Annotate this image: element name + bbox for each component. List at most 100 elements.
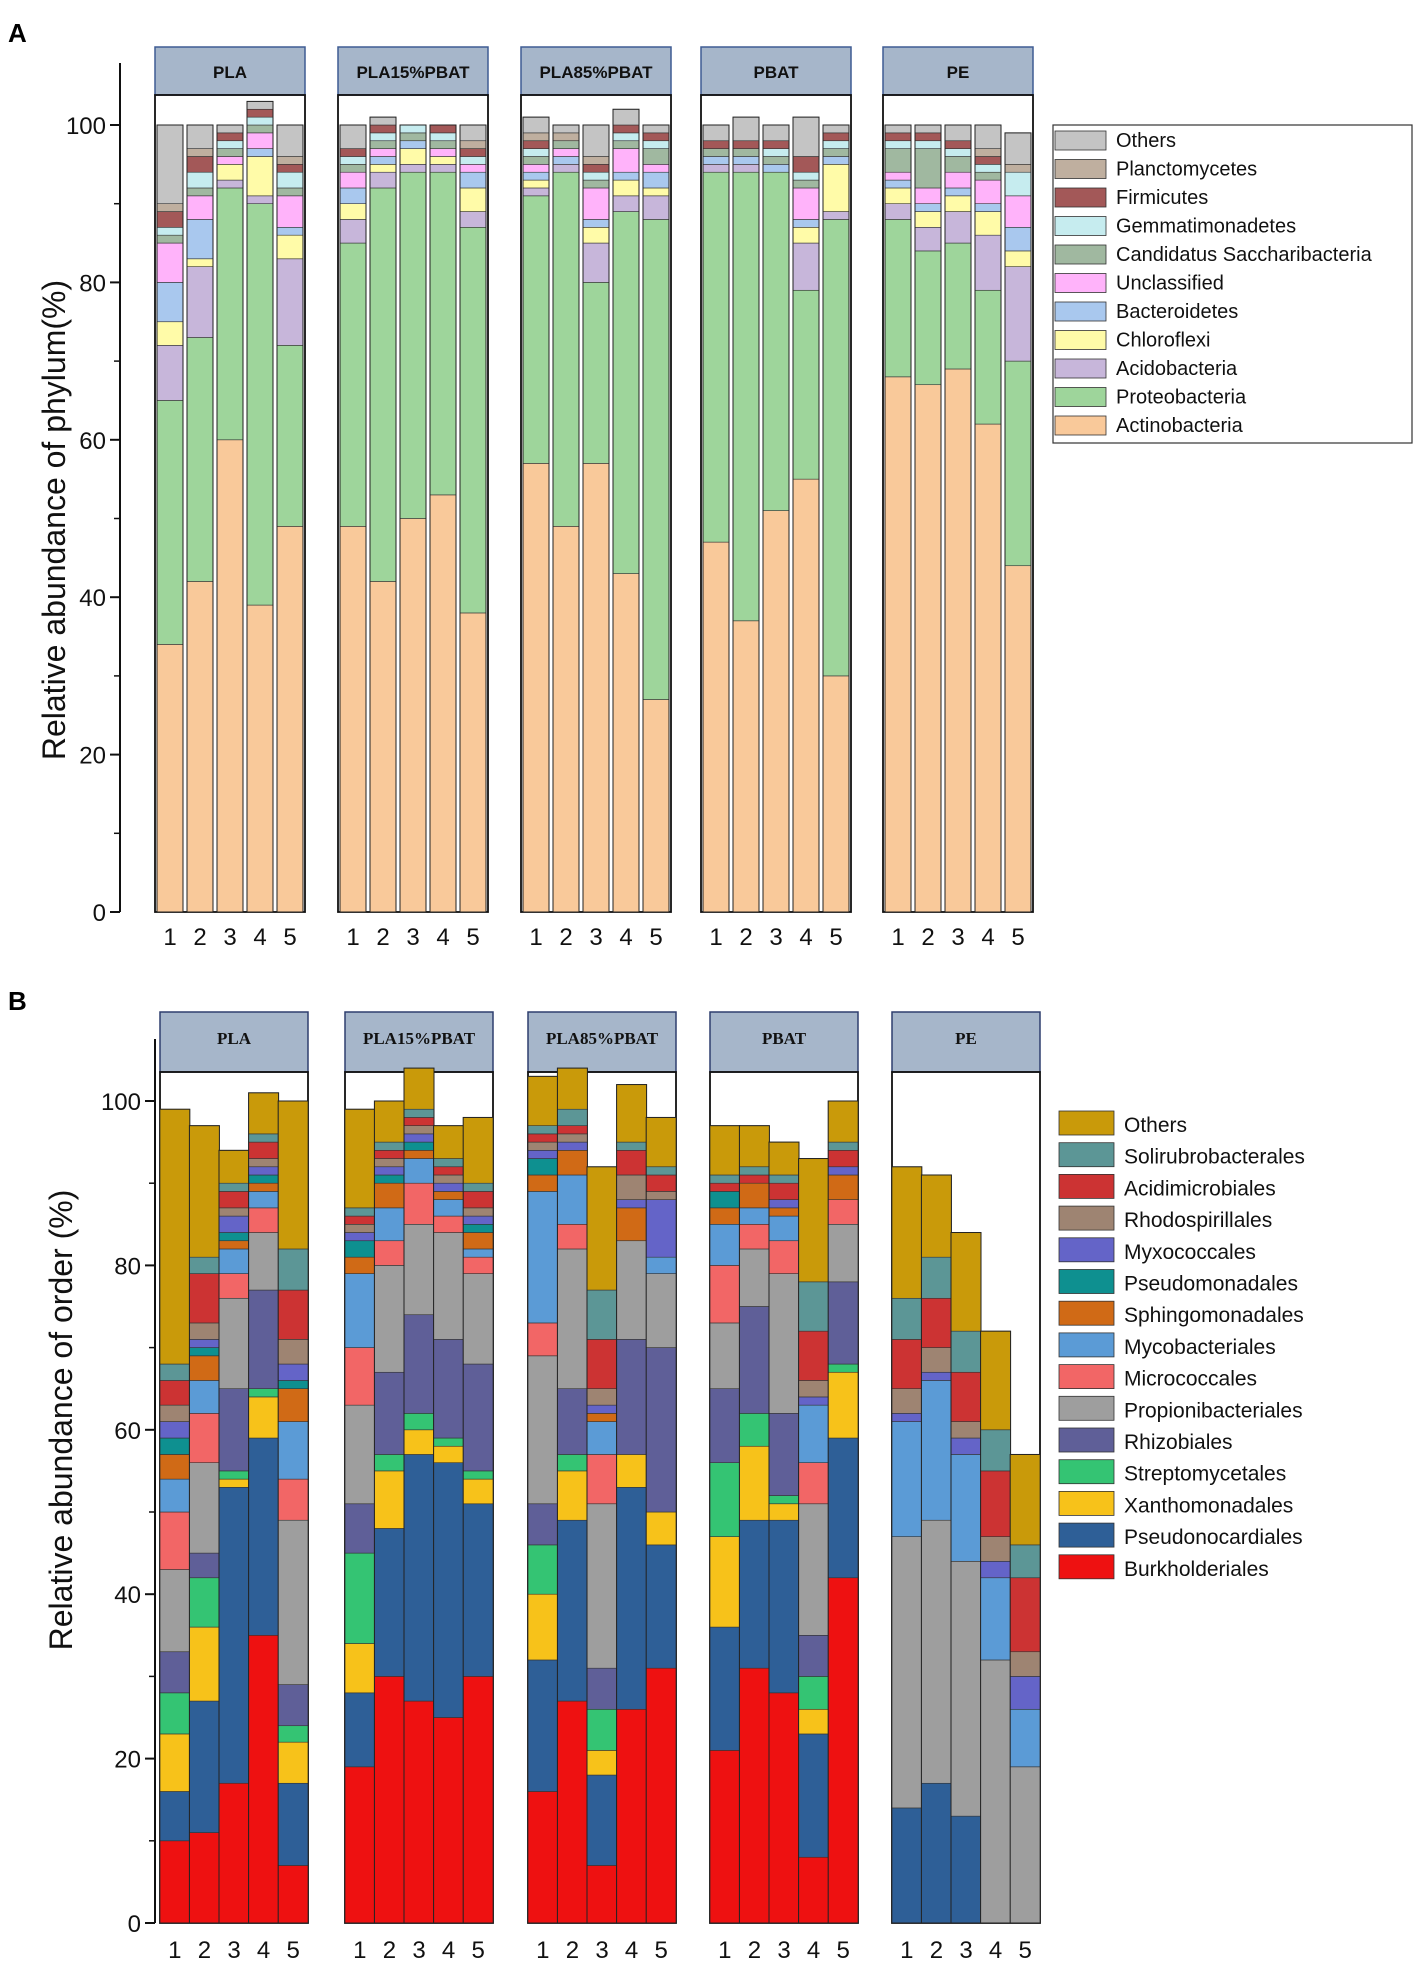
panel-a-bar-segment-actinobacteria	[246, 604, 274, 913]
panel-b-bar-segment-pseudonocardiales	[827, 1437, 859, 1579]
panel-a-x-tick-label: 2	[921, 924, 934, 951]
panel-a-group-pe: PE 1 2 3 4 5	[882, 46, 1034, 951]
panel-b-bar-segment-others	[277, 1100, 309, 1250]
panel-a-bar-segment-candidatus-saccharibacteria	[944, 156, 972, 173]
panel-b-bar-segment-solirubrobacterales	[374, 1141, 405, 1151]
panel-b-bar-segment-micrococcales	[709, 1265, 741, 1324]
panel-b-bar-segment-others	[218, 1150, 250, 1184]
panel-b-bar-segment-rhizobiales	[616, 1339, 647, 1455]
panel-b-bar-segment-propionibacteriales	[739, 1248, 770, 1307]
panel-a-bar-segment-proteobacteria	[1004, 360, 1032, 567]
panel-b-legend-label-myxococcales: Myxococcales	[1124, 1241, 1256, 1264]
panel-a-legend-swatch-proteobacteria	[1054, 387, 1107, 407]
panel-b-bar-segment-sphingomonadales	[218, 1240, 250, 1250]
panel-b-bar-segment-others	[891, 1166, 923, 1299]
order-chart: 0 20 40 60 80 100 Relative abundance of order …	[43, 1011, 1305, 1964]
panel-a-bar-segment-actinobacteria	[186, 581, 214, 913]
panel-b-bar-segment-xanthomonadales	[277, 1741, 309, 1784]
panel-a-bar-outline	[582, 124, 610, 913]
panel-b-x-tick-label: 5	[1019, 1937, 1032, 1964]
panel-a-bar-segment-bacteroidetes	[732, 156, 760, 165]
panel-b-bar-segment-rhodospirillales	[433, 1174, 464, 1184]
panel-b-bar-segment-streptomycetales	[277, 1725, 309, 1743]
panel-b-bar-segment-acidimicrobiales	[433, 1166, 464, 1176]
panel-a-x-tick-label: 2	[376, 924, 389, 951]
panel-b-bar-segment-myxococcales	[950, 1437, 982, 1455]
panel-a-bar-segment-planctomycetes	[186, 148, 214, 157]
panel-b-bar-segment-pseudomonadales	[159, 1437, 191, 1455]
panel-b-bar-segment-burkholderiales	[798, 1856, 829, 1924]
panel-b-bar-segment-pseudomonadales	[189, 1347, 220, 1357]
panel-b-bar-segment-burkholderiales	[189, 1832, 220, 1924]
panel-a-bar-segment-unclassified	[974, 179, 1002, 204]
panel-a-bar-outline	[552, 124, 580, 913]
panel-a-bar-segment-others	[339, 124, 367, 149]
panel-a-legend-swatch-acidobacteria	[1054, 358, 1107, 379]
panel-b-bar-segment-acidimicrobiales	[950, 1371, 982, 1422]
panel-b-legend-label-micrococcales: Micrococcales	[1124, 1368, 1257, 1391]
panel-b-bar-segment-burkholderiales	[403, 1700, 435, 1924]
panel-a-bar-segment-firmicutes	[156, 211, 184, 228]
panel-b-bar-segment-mycobacteriales	[218, 1248, 250, 1274]
panel-a-bar-segment-gemmatimonadetes	[944, 148, 972, 157]
panel-a-bar-segment-chloroflexi	[792, 227, 820, 244]
panel-b-legend-swatch-rhizobiales	[1058, 1427, 1115, 1453]
panel-a-bar-segment-unclassified	[792, 187, 820, 220]
panel-b-bar-segment-myxococcales	[645, 1199, 677, 1258]
panel-a-bar-segment-bacteroidetes	[276, 227, 304, 236]
panel-b-bar-segment-myxococcales	[980, 1561, 1011, 1579]
panel-a-bar-segment-gemmatimonadetes	[792, 171, 820, 181]
panel-b-bar-segment-micrococcales	[798, 1462, 829, 1505]
panel-b-x-tick-label: 3	[777, 1937, 790, 1964]
panel-a-bar-segment-candidatus-saccharibacteria	[732, 148, 760, 157]
panel-b-bar-segment-propionibacteriales	[557, 1248, 588, 1389]
panel-b-group-header-label: PLA85%PBAT	[546, 1029, 659, 1048]
panel-b-y-tick-label: 0	[128, 1911, 141, 1938]
panel-b-bar-segment-solirubrobacterales	[462, 1182, 494, 1192]
panel-b-bar-segment-rhodospirillales	[374, 1158, 405, 1168]
panel-b-bar-segment-streptomycetales	[768, 1495, 800, 1505]
panel-a-bar-segment-acidobacteria	[216, 179, 244, 189]
panel-b-legend-swatch-myxococcales	[1058, 1237, 1115, 1263]
panel-b-bar-segment-solirubrobacterales	[827, 1141, 859, 1151]
panel-b-x-tick-label: 1	[536, 1937, 549, 1964]
panel-a-bar-segment-gemmatimonadetes	[884, 140, 912, 149]
panel-b-bar-segment-pseudonocardiales	[218, 1487, 250, 1784]
panel-b-bar-segment-propionibacteriales	[891, 1536, 923, 1809]
panel-b-bar-segment-solirubrobacterales	[527, 1125, 559, 1135]
panel-b-bar-segment-pseudomonadales	[248, 1174, 279, 1184]
panel-a-bar-segment-gemmatimonadetes	[822, 140, 850, 149]
panel-a-bar-segment-others	[974, 124, 1002, 149]
panel-a-bar-outline	[944, 124, 972, 913]
panel-b-bar-segment-micrococcales	[827, 1199, 859, 1225]
panel-b-bar-segment-streptomycetales	[739, 1413, 770, 1447]
panel-a-bar-segment-unclassified	[522, 164, 550, 173]
panel-b-bar-segment-myxococcales	[403, 1133, 435, 1143]
panel-a-bar-segment-acidobacteria	[974, 234, 1002, 291]
panel-b-bar-segment-streptomycetales	[344, 1552, 376, 1644]
panel-b-bar-segment-pseudonocardiales	[277, 1782, 309, 1866]
panel-a-bar-segment-firmicutes	[792, 156, 820, 173]
panel-b-bar-segment-mycobacteriales	[189, 1380, 220, 1414]
panel-b-bar-segment-xanthomonadales	[374, 1470, 405, 1529]
panel-b-bar-segment-acidimicrobiales	[891, 1339, 923, 1390]
panel-b-bar-segment-mycobacteriales	[374, 1207, 405, 1242]
panel-a-bar-segment-others	[459, 124, 487, 142]
panel-a-bar-segment-chloroflexi	[339, 203, 367, 220]
panel-a-bar-segment-acidobacteria	[156, 345, 184, 401]
panel-b-bar-segment-rhizobiales	[403, 1314, 435, 1414]
panel-b-bar-segment-micrococcales	[248, 1207, 279, 1233]
panel-a-bar-segment-chloroflexi	[522, 179, 550, 189]
panel-b-bar-segment-myxococcales	[344, 1232, 376, 1242]
panel-b-bar-segment-burkholderiales	[344, 1766, 376, 1924]
panel-a-bar-segment-bacteroidetes	[642, 171, 670, 189]
panel-a-bar-segment-firmicutes	[702, 140, 730, 149]
panel-b-bar-segment-rhodospirillales	[586, 1388, 618, 1406]
panel-b-bar-segment-burkholderiales	[586, 1865, 618, 1924]
panel-b-bar-segment-burkholderiales	[709, 1750, 741, 1924]
panel-b-bar-segment-rhodospirillales	[616, 1174, 647, 1200]
panel-b-y-tick-label: 20	[114, 1747, 141, 1774]
panel-b-bar-segment-burkholderiales	[557, 1700, 588, 1924]
panel-b-bar-segment-mycobacteriales	[798, 1404, 829, 1463]
panel-b-bar-segment-streptomycetales	[709, 1462, 741, 1537]
